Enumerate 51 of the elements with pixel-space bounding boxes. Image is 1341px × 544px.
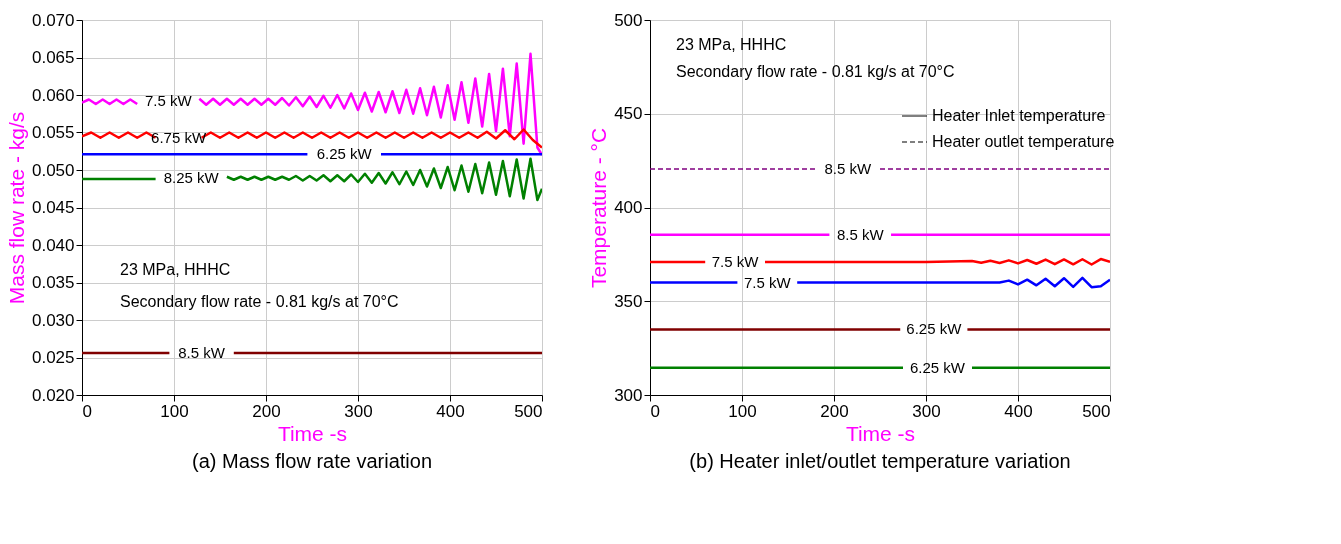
y-tick-label: 450 [614, 104, 643, 124]
annotation: Secondary flow rate - 0.81 kg/s at 70°C [120, 293, 399, 310]
y-axis-title: Temperature - °C [587, 127, 611, 289]
y-tick-label: 0.060 [31, 85, 75, 105]
y-tick-label: 0.030 [31, 310, 75, 330]
y-tick-label: 400 [614, 198, 643, 217]
series-label: 8.5 kW [836, 225, 885, 243]
y-tick-label: 0.065 [31, 48, 75, 67]
x-tick-label: 500 [514, 401, 543, 421]
series-label: 8.5 kW [824, 160, 872, 178]
y-tick-label: 0.050 [31, 160, 75, 180]
x-tick-label: 400 [436, 401, 465, 421]
x-axis-title: Time -s [277, 421, 348, 445]
annotation: 23 MPa, HHHC [120, 261, 231, 278]
y-tick-label: 0.035 [31, 273, 75, 292]
x-tick-label: 0 [650, 401, 660, 421]
x-tick-label: 200 [252, 401, 281, 421]
x-tick-label: 300 [344, 401, 373, 421]
series-label: 8.5 kW [178, 344, 226, 361]
text: (b) Heater inlet/outlet temperature variation [689, 450, 1071, 472]
annotation: Heater outlet temperature [932, 133, 1115, 150]
x-tick-label: 500 [1082, 401, 1111, 421]
y-tick-label: 0.045 [31, 198, 75, 217]
x-tick-label: 100 [728, 401, 757, 421]
series-label: 6.25 kW [906, 320, 963, 338]
annotation: 23 MPa, HHHC [676, 36, 787, 53]
x-tick-label: 400 [1004, 401, 1033, 421]
y-tick-label: 0.040 [31, 235, 75, 255]
y-tick-label: 350 [614, 291, 643, 311]
series-label: 7.5 kW [743, 273, 792, 291]
x-tick-label: 300 [912, 401, 941, 421]
y-tick-label: 500 [614, 10, 643, 30]
series-label: 6.75 kW [151, 128, 207, 146]
annotation: Secondary flow rate - 0.81 kg/s at 70°C [676, 63, 955, 80]
series-label: 6.25 kW [909, 358, 966, 376]
y-tick-label: 300 [614, 385, 643, 405]
series-label: 6.25 kW [316, 145, 373, 163]
x-tick-label: 100 [160, 401, 189, 421]
series-label: 8.25 kW [163, 168, 220, 186]
y-tick-label: 0.025 [31, 348, 75, 367]
text: (a) Mass flow rate variation [191, 450, 433, 472]
y-axis-title: Mass flow rate - kg/s [4, 111, 28, 305]
series-label: 7.5 kW [144, 92, 193, 110]
y-tick-label: 0.070 [31, 10, 75, 30]
y-tick-label: 0.055 [31, 123, 75, 142]
x-axis-title: Time -s [845, 421, 916, 445]
x-tick-label: 200 [820, 401, 849, 421]
x-tick-label: 0 [82, 401, 92, 421]
annotation: Heater Inlet temperature [932, 107, 1106, 124]
y-tick-label: 0.020 [31, 385, 75, 405]
series-label: 7.5 kW [711, 252, 760, 270]
